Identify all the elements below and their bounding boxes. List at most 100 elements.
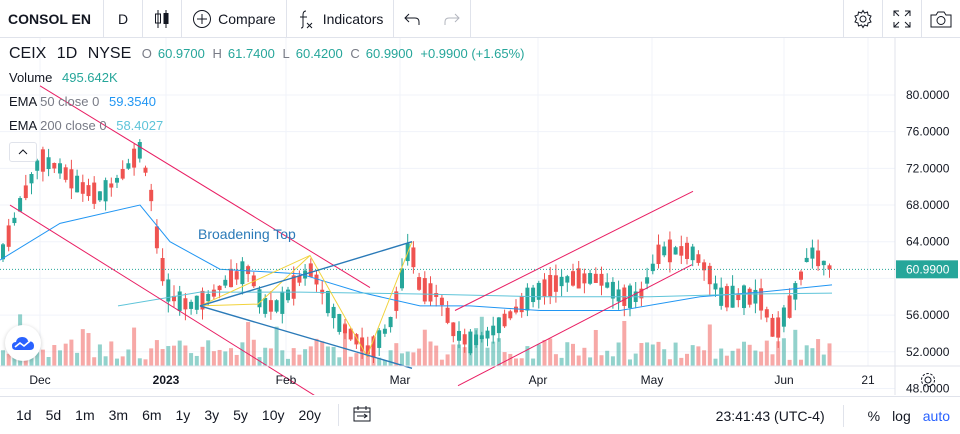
pattern-upper-line (199, 241, 413, 307)
candle-body (491, 325, 496, 336)
candle-body (713, 283, 718, 290)
divider (338, 404, 340, 426)
chart-type-button[interactable] (143, 0, 183, 38)
ema200-line (117, 291, 833, 307)
volume-bar (753, 350, 758, 366)
candle-body (810, 247, 815, 259)
time-tick: Feb (276, 373, 297, 387)
last-price-value: 60.9900 (906, 262, 950, 276)
candle-body (759, 288, 764, 311)
candle-body (217, 285, 222, 291)
volume-bar (690, 345, 695, 366)
axis-settings-gear-icon[interactable] (921, 373, 935, 387)
settings-button[interactable] (843, 0, 882, 38)
plus-circle-icon (193, 9, 212, 28)
candle-body (605, 282, 610, 288)
volume-bar (468, 345, 473, 366)
candle-body (75, 175, 80, 193)
volume-bar (394, 343, 399, 366)
volume-bar (685, 353, 689, 366)
candle-body (781, 307, 786, 327)
symbol-search[interactable]: CONSOL EN (0, 0, 104, 38)
candle-body (673, 247, 678, 255)
candle-body (103, 180, 108, 202)
price-chart[interactable]: Broadening Top 80.0000 76.0000 72.0000 68.0… (0, 38, 960, 399)
volume-bar (565, 342, 570, 366)
compare-button[interactable]: Compare (182, 0, 287, 38)
chart-area[interactable]: Broadening Top 80.0000 76.0000 72.0000 68.0… (0, 38, 960, 399)
percent-toggle[interactable]: % (867, 407, 881, 424)
volume-bar (58, 350, 62, 366)
volume-bar (52, 345, 57, 366)
range-3m[interactable]: 3m (108, 407, 129, 423)
volume-bar (348, 356, 353, 366)
volume-bar (616, 342, 621, 366)
volume-bar (337, 357, 342, 366)
candle-body (690, 246, 695, 261)
divider (842, 404, 844, 427)
candle-body (63, 167, 68, 180)
volume-bar (536, 344, 541, 366)
volume-bar (776, 341, 781, 366)
range-6m[interactable]: 6m (142, 407, 162, 423)
range-5y[interactable]: 5y (233, 407, 248, 423)
volume-bar (605, 350, 610, 366)
volume-bar (759, 351, 764, 366)
volume-bar (679, 357, 684, 366)
candle-body (143, 167, 148, 173)
volume-bar (719, 348, 724, 366)
clock-time[interactable]: 23:41:43 (UTC-4) (715, 407, 825, 424)
range-20y[interactable]: 20y (298, 407, 322, 423)
range-10y[interactable]: 10y (261, 407, 285, 423)
range-5d[interactable]: 5d (45, 407, 62, 423)
volume-bar (35, 352, 40, 366)
candle-body (719, 287, 724, 306)
undo-button[interactable] (394, 0, 432, 38)
volume-bar (360, 352, 365, 366)
volume-bar (519, 358, 524, 366)
candle-body (679, 246, 684, 256)
range-1y[interactable]: 1y (175, 407, 191, 423)
snapshot-button[interactable] (921, 0, 960, 38)
range-3y[interactable]: 3y (204, 407, 220, 423)
log-toggle[interactable]: log (892, 407, 911, 424)
candle-body (525, 287, 530, 311)
indicators-button[interactable]: Indicators (287, 0, 395, 38)
candle-body (804, 257, 809, 263)
range-1d[interactable]: 1d (16, 407, 32, 423)
candle-body (92, 182, 97, 204)
candle-body (86, 185, 91, 197)
volume-bar (223, 351, 228, 366)
volume-bar (194, 355, 199, 366)
fullscreen-button[interactable] (882, 0, 921, 38)
candle-body (115, 177, 119, 183)
candle-body (240, 261, 245, 285)
legend-collapse-button[interactable] (9, 142, 37, 162)
volume-bar (177, 340, 182, 366)
candle-body (451, 322, 456, 337)
candle-body (639, 288, 644, 299)
auto-scale-toggle[interactable]: auto (922, 407, 950, 424)
volume-bar (650, 344, 655, 366)
volume-bar (451, 344, 456, 366)
date-range-button[interactable] (347, 405, 377, 425)
redo-button[interactable] (432, 0, 472, 38)
volume-bar (553, 354, 558, 366)
candle-body (274, 300, 279, 312)
volume-bar (770, 354, 775, 366)
candle-body (519, 296, 524, 313)
volume-bar (439, 359, 444, 366)
candle-body (200, 290, 205, 310)
interval-button[interactable]: D (104, 0, 144, 38)
calendar-range-icon (353, 405, 371, 421)
range-1m[interactable]: 1m (75, 407, 95, 423)
volume-bar (217, 349, 222, 366)
tradingview-logo[interactable] (5, 325, 41, 361)
candle-body (696, 254, 701, 263)
candle-body (417, 277, 422, 290)
candle-body (753, 289, 758, 304)
candle-body (542, 279, 547, 297)
candle-body (514, 306, 518, 313)
volume-bar (673, 342, 678, 366)
volume-bar (742, 341, 746, 366)
